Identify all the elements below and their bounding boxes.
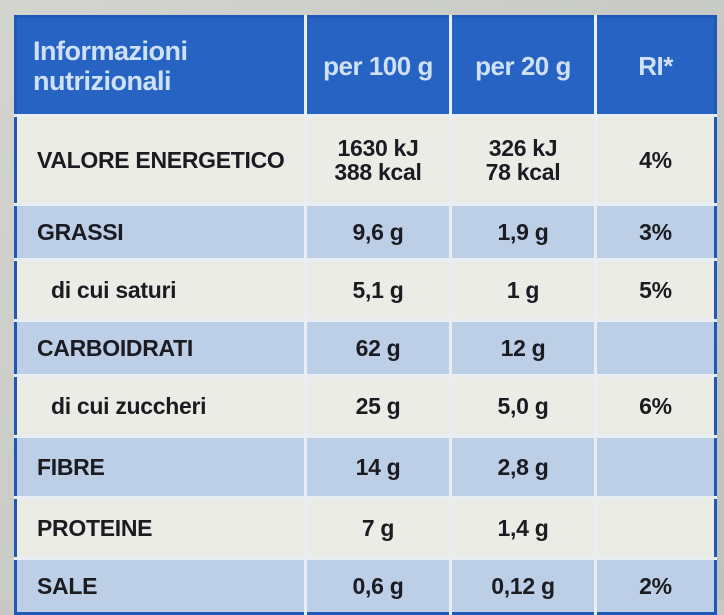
header-title-line2: nutrizionali bbox=[33, 66, 172, 96]
table-row-fibre: FIBRE 14 g 2,8 g bbox=[15, 435, 716, 498]
row-per100: 25 g bbox=[305, 374, 452, 437]
header-per-100g: per 100 g bbox=[305, 16, 452, 116]
table-row-energy: VALORE ENERGETICO 1630 kJ 388 kcal 326 k… bbox=[15, 114, 716, 205]
row-per100: 62 g bbox=[305, 319, 452, 376]
row-name: SALE bbox=[15, 557, 307, 614]
row-per100: 7 g bbox=[305, 496, 452, 559]
value-kj: 326 kJ bbox=[488, 135, 558, 161]
row-ri bbox=[595, 496, 716, 559]
table-row-fats: GRASSI 9,6 g 1,9 g 3% bbox=[15, 203, 716, 260]
row-name: di cui saturi bbox=[15, 258, 307, 321]
table-row-saturated: di cui saturi 5,1 g 1 g 5% bbox=[15, 258, 716, 321]
row-name: GRASSI bbox=[15, 203, 307, 260]
row-name: FIBRE bbox=[15, 435, 307, 498]
row-per100: 1630 kJ 388 kcal bbox=[305, 114, 452, 205]
row-name: CARBOIDRATI bbox=[15, 319, 307, 376]
row-ri bbox=[595, 435, 716, 498]
row-per20: 2,8 g bbox=[450, 435, 597, 498]
row-name: di cui zuccheri bbox=[15, 374, 307, 437]
row-ri: 5% bbox=[595, 258, 716, 321]
value-kcal: 78 kcal bbox=[485, 159, 561, 185]
row-per100: 0,6 g bbox=[305, 557, 452, 614]
row-ri bbox=[595, 319, 716, 376]
header-per-20g: per 20 g bbox=[450, 16, 597, 116]
table-row-carbs: CARBOIDRATI 62 g 12 g bbox=[15, 319, 716, 376]
row-ri: 6% bbox=[595, 374, 716, 437]
row-per20: 1,4 g bbox=[450, 496, 597, 559]
header-ri: RI* bbox=[595, 16, 716, 116]
value-kcal: 388 kcal bbox=[334, 159, 422, 185]
row-ri: 2% bbox=[595, 557, 716, 614]
row-ri: 3% bbox=[595, 203, 716, 260]
row-per100: 14 g bbox=[305, 435, 452, 498]
row-per20: 326 kJ 78 kcal bbox=[450, 114, 597, 205]
row-per100: 9,6 g bbox=[305, 203, 452, 260]
header-title-line1: Informazioni bbox=[33, 36, 188, 66]
row-ri: 4% bbox=[595, 114, 716, 205]
header-nutrition-info: Informazioni nutrizionali bbox=[15, 16, 307, 116]
value-kj: 1630 kJ bbox=[337, 135, 419, 161]
row-per100: 5,1 g bbox=[305, 258, 452, 321]
row-per20: 1 g bbox=[450, 258, 597, 321]
row-name: VALORE ENERGETICO bbox=[15, 114, 307, 205]
nutrition-table: Informazioni nutrizionali per 100 g per … bbox=[14, 15, 717, 615]
table-row-salt: SALE 0,6 g 0,12 g 2% bbox=[15, 557, 716, 614]
row-per20: 0,12 g bbox=[450, 557, 597, 614]
table-row-protein: PROTEINE 7 g 1,4 g bbox=[15, 496, 716, 559]
row-per20: 1,9 g bbox=[450, 203, 597, 260]
row-name: PROTEINE bbox=[15, 496, 307, 559]
row-per20: 5,0 g bbox=[450, 374, 597, 437]
row-per20: 12 g bbox=[450, 319, 597, 376]
table-header-row: Informazioni nutrizionali per 100 g per … bbox=[15, 16, 716, 116]
table-row-sugars: di cui zuccheri 25 g 5,0 g 6% bbox=[15, 374, 716, 437]
